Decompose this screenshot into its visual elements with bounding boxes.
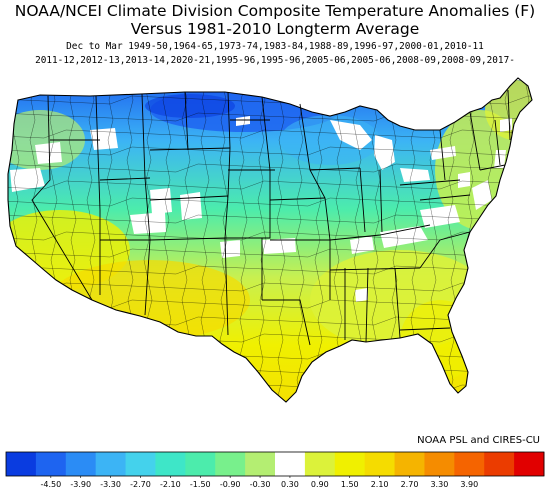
color-bar-tick-label: 2.70 (401, 480, 419, 489)
color-bin-4 (125, 452, 156, 476)
data-credit: NOAA PSL and CIRES-CU (417, 435, 540, 446)
map-subtitle: Dec to Mar 1949-50,1964-65,1973-74,1983-… (66, 41, 484, 52)
color-bar-frame (5, 451, 545, 477)
map-title: NOAA/NCEI Climate Division Composite Tem… (14, 2, 536, 20)
color-bin-0 (6, 452, 37, 476)
us-anomaly-map (7, 77, 533, 403)
color-bar-tick-label: -4.50 (40, 480, 61, 489)
color-bin-17 (514, 452, 545, 476)
color-bar-tick-label: 3.90 (460, 480, 478, 489)
color-bar-tick-label: 0.30 (281, 480, 299, 489)
color-bar-tick-label: 2.10 (371, 480, 389, 489)
color-bin-16 (484, 452, 515, 476)
color-bin-13 (394, 452, 425, 476)
color-bar-tick-label: 1.50 (341, 480, 359, 489)
color-bar-tick-label: -1.50 (190, 480, 211, 489)
color-bar-tick-label: -2.70 (130, 480, 151, 489)
color-bar-legend: -4.50 -3.90 -3.30 -2.70 -2.10 -1.50 -0.90 -0.30… (5, 451, 545, 489)
color-bin-6 (185, 452, 216, 476)
map-subtitle-line2: 2011-12,2012-13,2013-14,2020-21,1995-96,… (35, 55, 515, 66)
color-bar-tick-label: 0.90 (311, 480, 329, 489)
color-bar-tick-label: -0.90 (220, 480, 241, 489)
color-bar-tick-label: 3.30 (430, 480, 448, 489)
color-bin-1 (35, 452, 67, 476)
map-title-line2: Versus 1981-2010 Longterm Average (130, 20, 420, 38)
color-bar-tick-label: -0.30 (250, 480, 271, 489)
color-bin-3 (95, 452, 127, 476)
color-bin-9 (275, 452, 306, 476)
color-bin-15 (454, 452, 485, 476)
color-bin-7 (215, 452, 246, 476)
color-bin-10 (304, 452, 336, 476)
color-bar-tick-label: -3.30 (100, 480, 121, 489)
color-bar-tick-label: -3.90 (70, 480, 91, 489)
color-bin-8 (245, 452, 276, 476)
color-bar-tick-label: -2.10 (160, 480, 181, 489)
color-bin-5 (155, 452, 186, 476)
color-bin-12 (364, 452, 396, 476)
color-bin-14 (424, 452, 455, 476)
color-bin-2 (65, 452, 97, 476)
color-bin-11 (334, 452, 366, 476)
